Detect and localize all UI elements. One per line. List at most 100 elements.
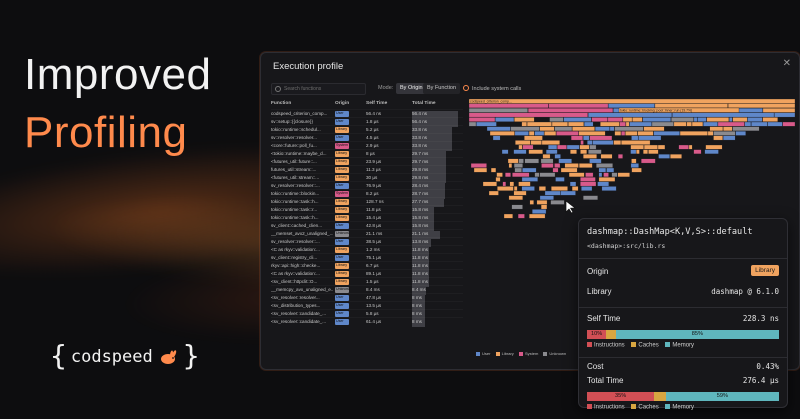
flame-frame[interactable] — [539, 172, 556, 178]
table-row[interactable]: sv_resolver::resolver::... User 38.5 µs 13.… — [271, 237, 463, 247]
flame-frame[interactable] — [510, 126, 540, 132]
flame-frame[interactable] — [630, 163, 639, 168]
flame-frame[interactable] — [495, 117, 515, 122]
flame-frame[interactable] — [580, 177, 596, 182]
flame-frame[interactable] — [555, 177, 565, 182]
flame-frame[interactable] — [587, 112, 673, 118]
flame-frame[interactable] — [578, 131, 606, 136]
table-row[interactable]: tokio::runtime::task::h... Library 128.7 n… — [271, 197, 463, 207]
table-row[interactable]: <sv_resolver::candidate_... User 5.8 µs 8 m… — [271, 309, 463, 319]
flame-frame[interactable] — [541, 163, 554, 168]
flame-frame[interactable] — [488, 190, 499, 196]
flame-frame[interactable] — [614, 126, 644, 132]
flame-frame[interactable] — [560, 167, 578, 173]
flame-frame[interactable] — [585, 172, 594, 178]
flame-frame[interactable] — [469, 117, 496, 122]
flame-frame[interactable] — [508, 163, 513, 168]
flame-frame[interactable] — [505, 172, 511, 178]
table-row[interactable]: <sv_resolver::candidate_... User 61.4 µs 8 … — [271, 317, 463, 327]
flame-frame[interactable] — [524, 158, 539, 164]
flame-frame[interactable] — [600, 121, 620, 127]
flame-frame[interactable] — [556, 131, 579, 136]
table-row[interactable]: <sv_client::httpclit::O... Library 1.5 µs 1… — [271, 277, 463, 287]
flame-frame[interactable] — [672, 112, 775, 118]
flame-frame[interactable] — [513, 149, 527, 155]
flame-frame[interactable] — [511, 204, 523, 210]
flame-frame[interactable] — [470, 163, 487, 168]
flame-frame[interactable] — [571, 186, 579, 191]
flame-frame[interactable] — [693, 149, 702, 155]
flame-frame[interactable] — [591, 117, 608, 122]
flame-frame[interactable] — [648, 149, 659, 155]
flame-frame[interactable] — [732, 117, 748, 122]
table-row[interactable]: <sv_distribution_types... User 13.5 µs 8 ms — [271, 301, 463, 311]
flame-frame[interactable] — [530, 140, 542, 145]
flame-frame[interactable] — [568, 172, 585, 178]
table-row[interactable]: codspeed_criterion_comp... User 56.4 ns 56.… — [271, 109, 463, 119]
search-input[interactable]: Search functions — [271, 83, 366, 95]
table-row[interactable]: <tokio::runtime::maybe_d... Library 8 µs 29… — [271, 149, 463, 159]
flame-frame[interactable] — [486, 126, 511, 132]
table-row[interactable]: sv_resolver::resolver::... User 76.9 µs 28.… — [271, 181, 463, 191]
flame-frame[interactable] — [539, 195, 554, 201]
flame-frame[interactable] — [637, 131, 654, 136]
table-row[interactable]: tokio::runtime::task::h... Library 15.4 µs… — [271, 213, 463, 223]
flame-frame[interactable] — [536, 200, 548, 205]
flame-frame[interactable] — [617, 172, 630, 178]
flame-frame[interactable] — [469, 112, 588, 118]
flame-frame[interactable] — [603, 172, 609, 178]
flame-frame[interactable] — [550, 200, 565, 205]
table-row[interactable]: sv_client::cached_clien... User 42.8 µs 15.… — [271, 221, 463, 231]
table-row[interactable]: <futures_util::future::... Library 23.9 µs… — [271, 157, 463, 167]
flame-frame[interactable] — [589, 144, 597, 150]
flame-frame[interactable] — [509, 181, 515, 187]
flame-frame[interactable] — [642, 117, 672, 122]
flame-frame[interactable] — [521, 177, 538, 182]
flame-frame[interactable] — [557, 144, 567, 150]
flame-frame[interactable] — [631, 167, 642, 173]
flame-frame[interactable] — [722, 135, 736, 141]
flame-frame[interactable] — [548, 144, 558, 150]
flame-frame[interactable] — [570, 135, 583, 141]
flame-frame[interactable] — [630, 144, 644, 150]
table-row[interactable]: <C as rkyv::validation:... Library 1.2 ms 1… — [271, 245, 463, 255]
flame-frame[interactable] — [717, 121, 745, 127]
flame-frame[interactable] — [767, 121, 783, 127]
flame-frame[interactable] — [621, 140, 651, 145]
flame-frame[interactable] — [532, 209, 547, 214]
flame-frame[interactable] — [580, 181, 597, 187]
flame-frame[interactable] — [704, 149, 719, 155]
flame-frame[interactable] — [517, 213, 525, 219]
flame-frame[interactable] — [705, 144, 723, 150]
flame-frame[interactable] — [542, 154, 551, 159]
flame-frame[interactable] — [643, 149, 648, 155]
flame-frame[interactable] — [762, 117, 778, 122]
table-row[interactable]: futures_util::stream::... Library 11.3 µs 2… — [271, 165, 463, 175]
flame-frame[interactable] — [625, 121, 630, 127]
table-row[interactable]: tokio::runtime::schedul... Library 5.2 µs 3… — [271, 125, 463, 135]
flame-frame[interactable] — [686, 121, 692, 127]
flame-frame[interactable] — [643, 144, 658, 150]
flame-frame[interactable] — [654, 103, 728, 109]
flame-frame[interactable] — [597, 181, 609, 187]
flame-frame[interactable] — [723, 126, 733, 132]
flame-frame[interactable] — [713, 135, 723, 141]
flame-frame[interactable] — [631, 158, 637, 164]
flame-frame[interactable] — [544, 190, 561, 196]
flame-frame[interactable] — [583, 154, 597, 159]
flame-frame[interactable] — [476, 121, 497, 127]
flame-frame[interactable] — [513, 186, 518, 191]
flame-frame[interactable] — [657, 144, 666, 150]
flame-frame[interactable] — [567, 121, 584, 127]
flame-frame[interactable] — [653, 131, 680, 136]
flame-frame[interactable] — [469, 121, 477, 127]
flame-frame[interactable] — [580, 149, 588, 155]
flame-frame[interactable] — [601, 186, 617, 191]
flame-frame[interactable] — [528, 149, 543, 155]
flame-frame[interactable] — [638, 135, 662, 141]
flame-frame[interactable] — [538, 186, 546, 191]
table-row[interactable]: <futures_util::stream::... Library 30 µs 29… — [271, 173, 463, 183]
table-row[interactable]: tokio::runtime::task::r... Library 11.8 µs… — [271, 205, 463, 215]
col-origin[interactable]: Origin — [335, 101, 350, 106]
flame-frame[interactable] — [545, 149, 558, 155]
